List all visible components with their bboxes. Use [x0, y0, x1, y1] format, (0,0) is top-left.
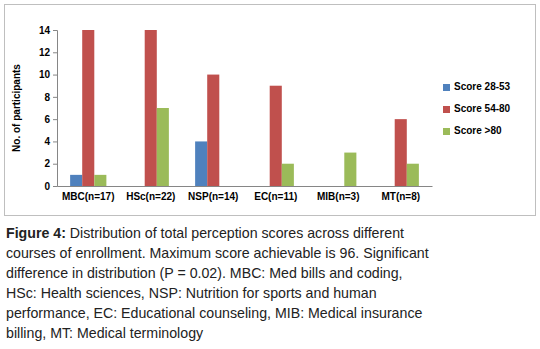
- y-tick-mark: [53, 97, 57, 98]
- y-tick: 8: [44, 92, 57, 103]
- bar: [94, 175, 106, 186]
- bar: [70, 175, 82, 186]
- legend-item: Score >80: [443, 125, 502, 136]
- y-tick: 6: [44, 114, 57, 125]
- legend-label: Score >80: [454, 125, 502, 136]
- bar: [332, 186, 344, 187]
- y-tick: 0: [44, 181, 57, 192]
- y-tick-label: 2: [44, 158, 50, 169]
- bar: [258, 186, 270, 187]
- x-tick-label: MT(n=8): [381, 191, 420, 202]
- legend-label: Score 28-53: [454, 81, 511, 92]
- y-tick-mark: [53, 141, 57, 142]
- y-tick-label: 12: [39, 47, 51, 58]
- bar: [320, 186, 332, 187]
- bar: [270, 86, 282, 186]
- bar: [219, 186, 231, 187]
- bar: [344, 153, 356, 186]
- bar: [157, 108, 169, 186]
- legend-item: Score 28-53: [443, 81, 511, 92]
- y-axis-line: [53, 31, 58, 187]
- y-tick-label: 6: [44, 114, 50, 125]
- y-tick: 4: [44, 136, 57, 147]
- bar: [195, 141, 207, 186]
- bars: [70, 30, 419, 186]
- y-tick-mark: [53, 52, 57, 53]
- caption-line: courses of enrollment. Maximum score ach…: [6, 245, 429, 261]
- y-tick: 2: [44, 158, 57, 169]
- y-tick-mark: [53, 75, 57, 76]
- caption-line: billing, MT: Medical terminology: [6, 325, 204, 341]
- legend-swatch: [443, 84, 450, 91]
- caption-line: difference in distribution (P = 0.02). M…: [6, 265, 403, 281]
- y-tick-mark: [53, 119, 57, 120]
- y-tick-label: 4: [44, 136, 50, 147]
- y-tick-label: 8: [44, 92, 50, 103]
- y-tick-label: 14: [39, 25, 51, 36]
- x-tick-label: NSP(n=14): [188, 191, 238, 202]
- legend: Score 28-53 Score 54-80 Score >80: [443, 81, 511, 136]
- y-tick-label: 10: [39, 69, 51, 80]
- x-tick: HSc(n=22): [126, 191, 175, 202]
- x-tick-label: MBC(n=17): [62, 191, 115, 202]
- x-tick-label: HSc(n=22): [126, 191, 175, 202]
- legend-swatch: [443, 106, 450, 113]
- y-tick: 10: [39, 69, 57, 80]
- legend-label: Score 54-80: [454, 103, 511, 114]
- bar: [383, 186, 395, 187]
- bar: [82, 30, 94, 186]
- bar: [395, 119, 407, 186]
- bar: [145, 30, 157, 186]
- y-axis: 0 2 4 6 8 10 12 14: [39, 25, 58, 192]
- y-axis-title: No. of participants: [11, 64, 22, 152]
- y-tick: 12: [39, 47, 57, 58]
- x-tick-label: MIB(n=3): [317, 191, 360, 202]
- x-tick: MT(n=8): [381, 191, 420, 202]
- x-tick: MBC(n=17): [62, 191, 115, 202]
- y-tick-mark: [53, 186, 57, 187]
- x-tick: MIB(n=3): [317, 191, 360, 202]
- y-tick-mark: [53, 30, 57, 31]
- bar: [207, 75, 219, 186]
- chart-frame: [5, 5, 536, 216]
- y-tick: 14: [39, 25, 57, 36]
- x-axis: MBC(n=17) HSc(n=22) NSP(n=14) EC(n=11) MIB(n…: [58, 187, 433, 203]
- bar: [407, 164, 419, 186]
- caption: Figure 4: Distribution of total percepti…: [6, 225, 429, 341]
- legend-swatch: [443, 128, 450, 135]
- y-tick-label: 0: [44, 181, 50, 192]
- caption-line: HSc: Health sciences, NSP: Nutrition for…: [6, 285, 377, 301]
- caption-line: performance, EC: Educational counseling,…: [6, 305, 422, 321]
- caption-line: Figure 4: Distribution of total percepti…: [6, 225, 404, 241]
- bar: [282, 164, 294, 186]
- legend-item: Score 54-80: [443, 103, 511, 114]
- chart-root: 0 2 4 6 8 10 12 14 MBC(n=17) HSc(n=22) NSP(n=14) EC…: [0, 0, 540, 349]
- x-tick: EC(n=11): [254, 191, 297, 202]
- y-tick-mark: [53, 164, 57, 165]
- x-axis-line: [58, 186, 433, 187]
- x-tick: NSP(n=14): [188, 191, 238, 202]
- x-tick-label: EC(n=11): [254, 191, 297, 202]
- bar: [133, 186, 145, 187]
